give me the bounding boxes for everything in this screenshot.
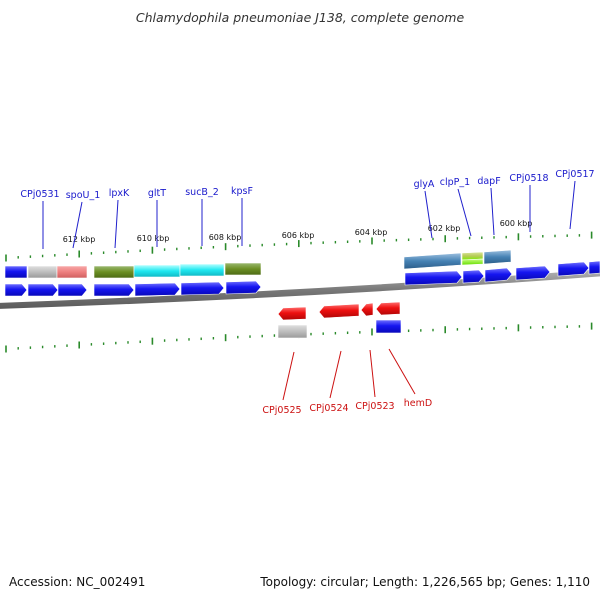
gene-label-group[interactable]: spoU_1 <box>66 190 101 249</box>
gene-label[interactable]: CPj0531 <box>20 189 59 200</box>
forward-tick-track <box>5 231 593 262</box>
feature-block[interactable] <box>93 265 135 279</box>
gene-arrow[interactable] <box>57 283 88 297</box>
feature-block[interactable] <box>461 251 484 261</box>
gene-label-group[interactable]: sucB_2 <box>185 187 219 246</box>
gene-label-group[interactable]: CPj0518 <box>509 173 549 232</box>
gene-arrow[interactable] <box>318 303 360 319</box>
gene-arrow[interactable] <box>360 302 374 317</box>
feature-block[interactable] <box>27 265 58 279</box>
gene-label-group[interactable]: clpP_1 <box>440 177 472 237</box>
kbp-label: 610 kbp <box>137 234 170 243</box>
gene-label[interactable]: CPj0523 <box>355 401 394 412</box>
gene-label-group[interactable]: hemD <box>388 348 432 409</box>
feature-block[interactable] <box>277 324 308 339</box>
gene-arrow[interactable] <box>4 283 28 297</box>
kbp-label: 600 kbp <box>500 219 533 228</box>
gene-label-group[interactable]: gltT <box>148 188 166 247</box>
feature-block[interactable] <box>179 263 225 277</box>
gene-label-group[interactable]: CPj0525 <box>262 351 302 416</box>
gene-label-group[interactable]: dapF <box>477 176 501 236</box>
gene-label[interactable]: gltT <box>148 188 166 199</box>
feature-band-forward <box>4 249 512 279</box>
gene-arrow[interactable] <box>180 281 225 296</box>
gene-label[interactable]: dapF <box>477 176 500 187</box>
kbp-label: 612 kbp <box>63 235 96 244</box>
gene-label-group[interactable]: lpxK <box>109 188 130 249</box>
accession-label: Accession: NC_002491 <box>9 575 146 589</box>
gene-label[interactable]: lpxK <box>109 188 130 199</box>
gene-label-group[interactable]: CPj0517 <box>555 169 595 230</box>
gene-label-group[interactable]: CPj0524 <box>309 350 349 414</box>
kbp-label: 602 kbp <box>428 224 461 233</box>
gene-label-group[interactable]: CPj0523 <box>355 349 395 412</box>
feature-block[interactable] <box>461 258 484 266</box>
kbp-label: 606 kbp <box>282 231 315 240</box>
gene-arrow[interactable] <box>484 267 513 283</box>
feature-block[interactable] <box>4 265 28 279</box>
kbp-label: 608 kbp <box>209 233 242 242</box>
feature-block[interactable] <box>483 249 512 265</box>
gene-label[interactable]: CPj0518 <box>509 173 548 184</box>
reverse-gene-arrows <box>277 301 402 339</box>
gene-label[interactable]: CPj0524 <box>309 403 348 414</box>
genome-summary: Topology: circular; Length: 1,226,565 bp… <box>260 575 590 589</box>
forward-gene-arrows <box>4 260 600 297</box>
kbp-label: 604 kbp <box>355 228 388 237</box>
gene-arrow[interactable] <box>27 283 59 297</box>
gene-label[interactable]: glyA <box>414 179 435 190</box>
gene-label[interactable]: kpsF <box>231 186 253 197</box>
gene-label[interactable]: spoU_1 <box>66 190 101 201</box>
gene-label-group[interactable]: CPj0531 <box>20 189 60 249</box>
gene-arrow[interactable] <box>277 306 307 321</box>
gene-arrow[interactable] <box>225 280 262 295</box>
genome-backbone <box>0 269 600 309</box>
reverse-gene-labels: CPj0525 CPj0524 CPj0523 hemD <box>262 348 432 416</box>
feature-block[interactable] <box>133 264 181 278</box>
gene-arrow[interactable] <box>404 270 463 286</box>
gene-arrow[interactable] <box>462 269 485 284</box>
feature-block[interactable] <box>403 252 462 270</box>
gene-arrow[interactable] <box>557 261 590 277</box>
gene-arrow[interactable] <box>375 301 401 316</box>
gene-arrow[interactable] <box>515 265 551 281</box>
gene-label-group[interactable]: kpsF <box>231 186 253 246</box>
gene-arrow[interactable] <box>588 260 600 275</box>
gene-label[interactable]: CPj0525 <box>262 405 301 416</box>
gene-label[interactable]: hemD <box>404 398 432 409</box>
gene-arrow[interactable] <box>93 283 135 297</box>
feature-block[interactable] <box>56 265 88 279</box>
feature-block[interactable] <box>224 262 262 276</box>
forward-gene-labels: CPj0531 spoU_1 lpxK gltT sucB_2 kpsF gly… <box>20 169 595 249</box>
gene-label[interactable]: CPj0517 <box>555 169 594 180</box>
gene-label[interactable]: sucB_2 <box>185 187 219 198</box>
gene-label-group[interactable]: glyA <box>414 179 435 239</box>
gene-label[interactable]: clpP_1 <box>440 177 470 188</box>
feature-block[interactable] <box>375 319 402 334</box>
gene-arrow[interactable] <box>134 282 181 297</box>
kbp-scale-labels: 612 kbp 610 kbp 608 kbp 606 kbp 604 kbp … <box>63 219 533 244</box>
map-title: Chlamydophila pneumoniae J138, complete … <box>135 10 465 25</box>
